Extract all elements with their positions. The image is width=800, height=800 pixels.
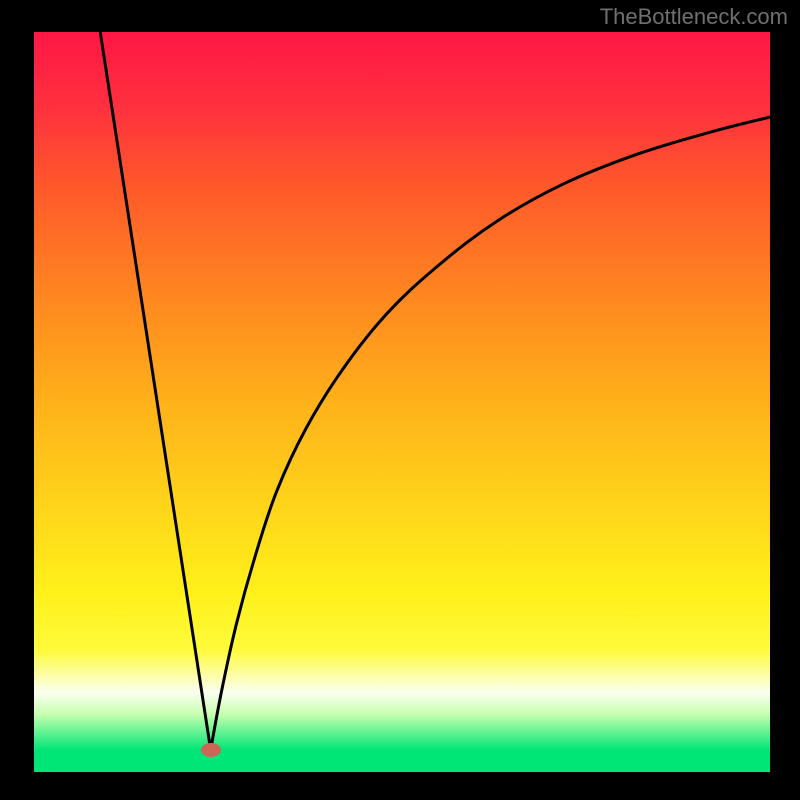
plot-area xyxy=(34,32,770,772)
curve-path xyxy=(100,32,770,750)
watermark-text: TheBottleneck.com xyxy=(600,4,788,30)
canvas: TheBottleneck.com xyxy=(0,0,800,800)
optimum-marker xyxy=(201,743,221,757)
bottleneck-curve xyxy=(34,32,770,772)
